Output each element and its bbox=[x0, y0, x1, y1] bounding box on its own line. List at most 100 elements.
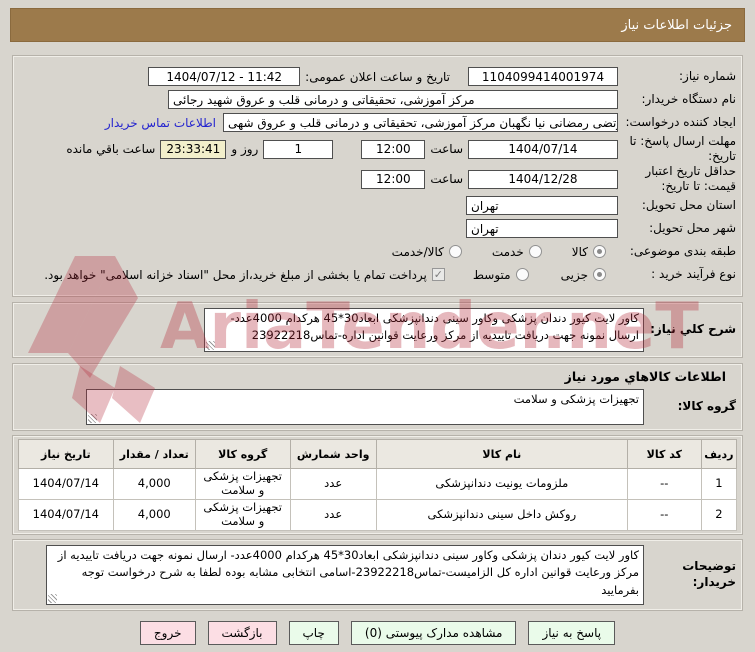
classification-label: طبقه بندی موضوعی: bbox=[629, 244, 736, 258]
deadline-row: مهلت ارسال پاسخ: تا تاریخ: 1404/07/14 سا… bbox=[19, 134, 736, 164]
col-item-group: گروه کالا bbox=[194, 439, 291, 469]
hours-remaining-label: ساعت باقي مانده bbox=[66, 142, 156, 156]
cell-row-number: 1 bbox=[700, 468, 738, 500]
radio-option-goods-service[interactable]: کالا/خدمت bbox=[392, 245, 462, 259]
cell-item-group: تجهیزات پزشکی و سلامت bbox=[194, 499, 291, 531]
province-label: استان محل تحویل: bbox=[641, 198, 736, 212]
cell-need-date: 1404/07/14 bbox=[18, 499, 114, 531]
radio-icon-goods[interactable] bbox=[593, 245, 606, 258]
resize-grip-icon[interactable] bbox=[206, 341, 215, 350]
announce-datetime-field[interactable]: 1404/07/12 - 11:42 bbox=[148, 67, 301, 86]
items-table-section: ردیف کد کالا نام کالا واحد شمارش گروه کا… bbox=[12, 435, 743, 535]
need-number-row: شماره نیاز: 1104099414001974 تاریخ و ساع… bbox=[19, 65, 736, 88]
description-label: شرح کلي نیاز: bbox=[650, 322, 736, 337]
province-field[interactable]: تهران bbox=[466, 196, 618, 215]
city-row: شهر محل تحویل: تهران bbox=[19, 217, 736, 240]
treasury-checkbox-option[interactable]: ✓ پرداخت تمام یا بخشی از مبلغ خرید،از مح… bbox=[44, 268, 445, 282]
deadline-date-field[interactable]: 1404/07/14 bbox=[468, 139, 618, 159]
description-textarea[interactable]: کاور لایت کیور دندان پزشکی وکاور سینی دن… bbox=[204, 308, 644, 352]
page-title: جزئیات اطلاعات نیاز bbox=[10, 8, 745, 42]
cell-item-name: روکش داخل سینی دندانپزشکی bbox=[375, 499, 628, 531]
table-row: 1 -- ملزومات یونیت دندانپزشکی عدد تجهیزا… bbox=[18, 468, 738, 500]
items-table: ردیف کد کالا نام کالا واحد شمارش گروه کا… bbox=[18, 439, 738, 531]
province-row: استان محل تحویل: تهران bbox=[19, 194, 736, 217]
radio-label-service: خدمت bbox=[491, 244, 524, 259]
buyer-notes-textarea[interactable]: کاور لایت کیور دندان پزشکی وکاور سینی دن… bbox=[46, 545, 644, 605]
city-label: شهر محل تحویل: bbox=[649, 221, 736, 235]
buyer-contact-link[interactable]: اطلاعات تماس خریدار bbox=[104, 115, 216, 130]
buyer-label: نام دستگاه خریدار: bbox=[641, 92, 737, 106]
treasury-checkbox-icon[interactable]: ✓ bbox=[431, 268, 445, 281]
description-text: کاور لایت کیور دندان پزشکی وکاور سینی دن… bbox=[230, 311, 640, 343]
radio-icon-service[interactable] bbox=[528, 245, 542, 258]
creator-field[interactable]: مرتضی رمضانی نیا نگهبان مرکز آموزشی، تحق… bbox=[223, 113, 618, 132]
table-header-row: ردیف کد کالا نام کالا واحد شمارش گروه کا… bbox=[18, 439, 738, 469]
col-quantity: تعداد / مقدار bbox=[112, 439, 196, 469]
deadline-hour-label: ساعت bbox=[430, 142, 463, 156]
goods-group-row: گروه کالا: تجهیزات پزشکی و سلامت bbox=[19, 389, 736, 425]
view-docs-button[interactable]: مشاهده مدارک پیوستی (0) bbox=[350, 621, 517, 645]
radio-label-goods-service: کالا/خدمت bbox=[391, 244, 444, 259]
treasury-note-label: پرداخت تمام یا بخشی از مبلغ خرید،از محل … bbox=[44, 267, 427, 282]
print-button[interactable]: چاپ bbox=[288, 621, 339, 645]
need-number-label: شماره نیاز: bbox=[679, 69, 736, 83]
resize-grip-icon[interactable] bbox=[48, 594, 57, 603]
cell-item-code: -- bbox=[626, 468, 702, 500]
buyer-row: نام دستگاه خریدار: مرکز آموزشی، تحقیقاتی… bbox=[19, 88, 736, 111]
days-and-label: روز و bbox=[231, 142, 259, 156]
deadline-time-field[interactable]: 12:00 bbox=[361, 139, 426, 159]
radio-option-goods[interactable]: کالا bbox=[572, 245, 606, 259]
validity-date-field[interactable]: 1404/12/28 bbox=[468, 169, 618, 189]
goods-section: اطلاعات کالاهاي مورد نیاز گروه کالا: تجه… bbox=[12, 363, 743, 431]
cell-item-name: ملزومات یونیت دندانپزشکی bbox=[375, 468, 628, 500]
creator-row: ایجاد کننده درخواست: مرتضی رمضانی نیا نگ… bbox=[19, 111, 736, 134]
days-remaining-field[interactable]: 1 bbox=[263, 139, 334, 159]
radio-label-partial: جزیی bbox=[560, 267, 588, 282]
validity-time-field[interactable]: 12:00 bbox=[361, 169, 426, 189]
col-item-name: نام کالا bbox=[375, 439, 628, 469]
radio-icon-medium[interactable] bbox=[515, 268, 529, 281]
cell-quantity: 4,000 bbox=[112, 468, 196, 500]
col-unit: واحد شمارش bbox=[289, 439, 377, 469]
back-button[interactable]: بازگشت bbox=[207, 621, 277, 645]
goods-group-label: گروه کالا: bbox=[677, 399, 736, 414]
description-section: شرح کلي نیاز: کاور لایت کیور دندان پزشکی… bbox=[12, 302, 743, 358]
need-number-field[interactable]: 1104099414001974 bbox=[468, 67, 618, 86]
radio-option-partial[interactable]: جزیی bbox=[561, 268, 606, 282]
exit-button[interactable]: خروج bbox=[139, 621, 196, 645]
col-item-code: کد کالا bbox=[626, 439, 702, 469]
col-row-number: ردیف bbox=[700, 439, 738, 469]
radio-option-medium[interactable]: متوسط bbox=[473, 268, 529, 282]
cell-item-code: -- bbox=[626, 499, 702, 531]
radio-option-service[interactable]: خدمت bbox=[492, 245, 542, 259]
deadline-label: مهلت ارسال پاسخ: تا تاریخ: bbox=[629, 134, 736, 163]
goods-section-header: اطلاعات کالاهاي مورد نیاز bbox=[564, 369, 726, 384]
price-validity-row: حداقل تاریخ اعتبار قیمت: تا تاریخ: 1404/… bbox=[19, 164, 736, 194]
col-need-date: تاریخ نیاز bbox=[18, 439, 114, 469]
goods-group-textarea[interactable]: تجهیزات پزشکی و سلامت bbox=[86, 389, 644, 425]
cell-item-group: تجهیزات پزشکی و سلامت bbox=[194, 468, 291, 500]
radio-label-medium: متوسط bbox=[472, 267, 511, 282]
cell-unit: عدد bbox=[289, 499, 377, 531]
need-info-form: شماره نیاز: 1104099414001974 تاریخ و ساع… bbox=[12, 55, 743, 297]
creator-label: ایجاد کننده درخواست: bbox=[625, 115, 736, 129]
radio-icon-partial[interactable] bbox=[593, 268, 606, 281]
city-field[interactable]: تهران bbox=[466, 219, 618, 238]
validity-hour-label: ساعت bbox=[430, 172, 463, 186]
table-row: 2 -- روکش داخل سینی دندانپزشکی عدد تجهیز… bbox=[18, 499, 738, 531]
cell-quantity: 4,000 bbox=[112, 499, 196, 531]
respond-button[interactable]: پاسخ به نیاز bbox=[528, 621, 616, 645]
cell-need-date: 1404/07/14 bbox=[18, 468, 114, 500]
buyer-notes-label: توضیحات خریدار: bbox=[682, 559, 736, 589]
radio-label-goods: کالا bbox=[571, 244, 588, 259]
buyer-field[interactable]: مرکز آموزشی، تحقیقاتی و درمانی قلب و عرو… bbox=[168, 90, 618, 109]
countdown-timer: 23:33:41 bbox=[160, 139, 227, 159]
process-type-row: نوع فرآیند خرید : جزیی متوسط ✓ پرداخت تم… bbox=[19, 263, 736, 286]
classification-row: طبقه بندی موضوعی: کالا خدمت کالا/خدمت bbox=[19, 240, 736, 263]
price-validity-label: حداقل تاریخ اعتبار قیمت: تا تاریخ: bbox=[645, 164, 736, 193]
radio-icon-goods-service[interactable] bbox=[448, 245, 462, 258]
cell-row-number: 2 bbox=[700, 499, 738, 531]
resize-grip-icon[interactable] bbox=[88, 414, 97, 423]
buyer-notes-text: کاور لایت کیور دندان پزشکی وکاور سینی دن… bbox=[57, 548, 639, 597]
